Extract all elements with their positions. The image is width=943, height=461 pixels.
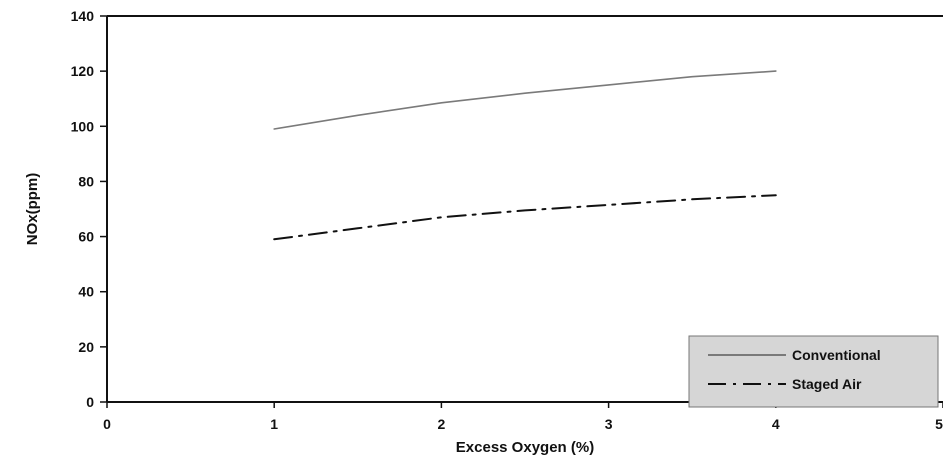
- series-layer: [273, 70, 777, 241]
- x-tick-label: 1: [270, 416, 278, 432]
- x-axis-title: Excess Oxygen (%): [456, 439, 594, 456]
- y-tick-label: 0: [86, 394, 94, 410]
- y-axis-ticks: 0 20 40 60 80 100 120 140: [71, 8, 107, 410]
- staged-air-series-line: [273, 194, 777, 241]
- x-axis-ticks: 0 1 2 3 4 5: [103, 402, 943, 432]
- x-tick-label: 5: [935, 416, 943, 432]
- y-tick-label: 140: [71, 8, 95, 24]
- y-axis-title: NOx(ppm): [24, 173, 41, 246]
- y-tick-label: 100: [71, 118, 95, 134]
- y-tick-label: 60: [78, 229, 94, 245]
- legend-box: Conventional Staged Air: [688, 335, 939, 408]
- x-tick-label: 3: [605, 416, 613, 432]
- y-tick-label: 80: [78, 173, 94, 189]
- y-tick-label: 40: [78, 284, 94, 300]
- x-tick-label: 0: [103, 416, 111, 432]
- y-tick-label: 120: [71, 63, 95, 79]
- legend-background: [688, 335, 939, 408]
- x-tick-label: 4: [772, 416, 780, 432]
- legend-conventional-label: Conventional: [792, 347, 881, 363]
- conventional-series-line: [273, 70, 777, 130]
- x-tick-label: 2: [438, 416, 446, 432]
- legend-staged-air-label: Staged Air: [792, 376, 862, 392]
- y-tick-label: 20: [78, 339, 94, 355]
